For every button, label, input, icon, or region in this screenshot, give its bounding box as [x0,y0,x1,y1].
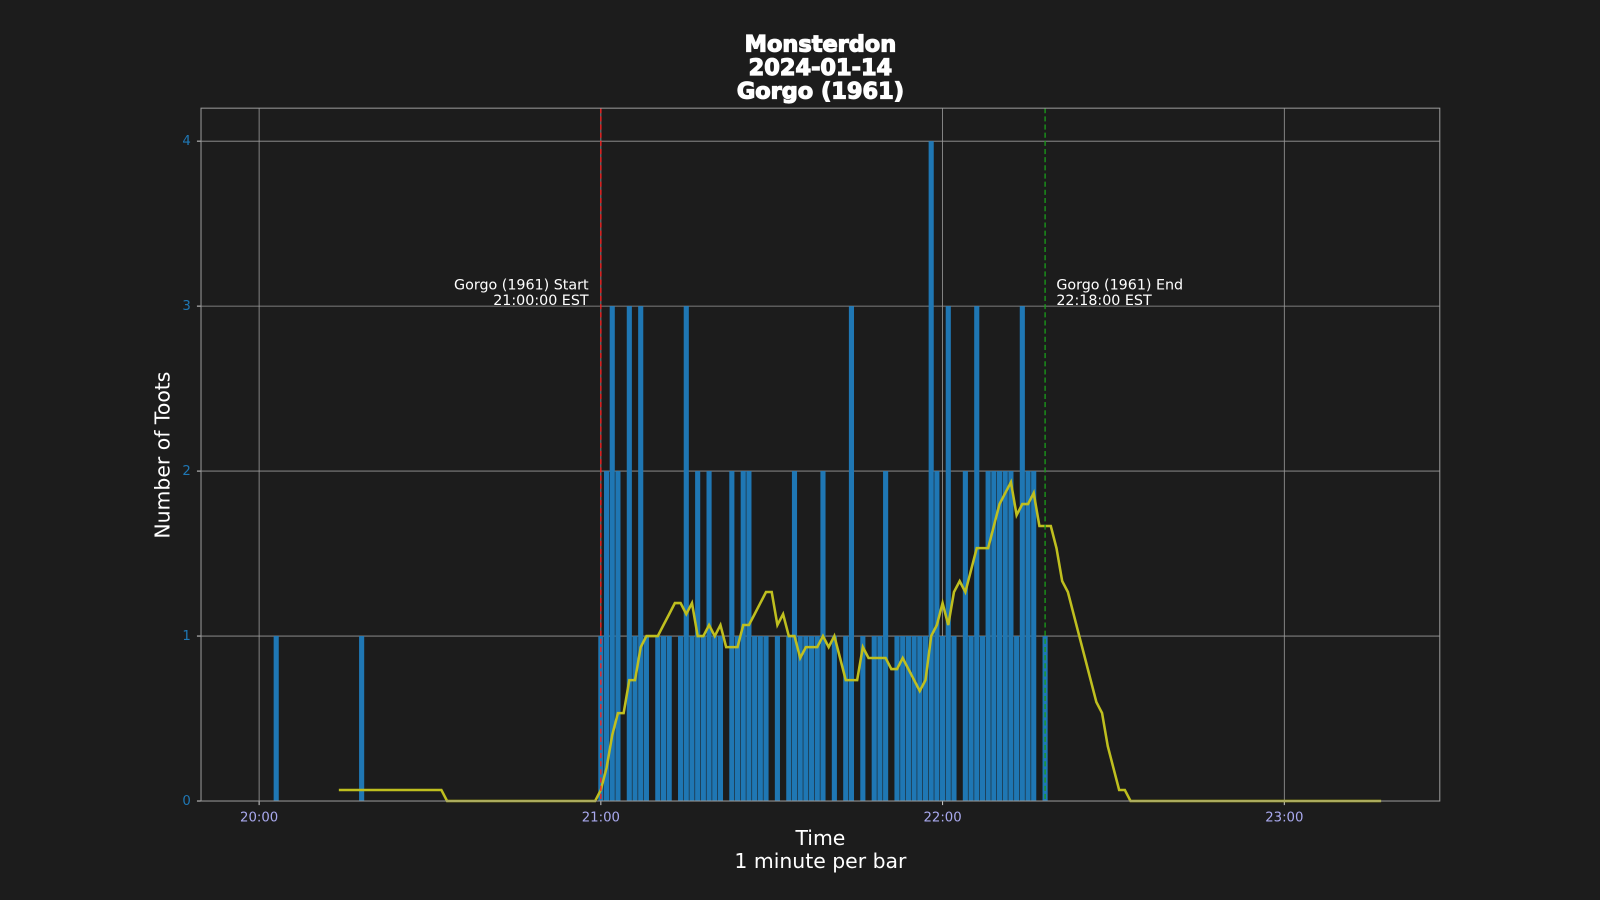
bar [598,636,604,802]
bar [797,636,803,802]
bar [877,636,883,802]
x-axis-label: 1 minute per bar [734,849,907,873]
bar [678,636,684,802]
bar [996,471,1003,802]
x-axis-label: Time [794,826,845,850]
bar [917,636,923,802]
bar [1002,471,1008,802]
bar [763,636,769,802]
bar [712,636,718,802]
bar [273,636,279,802]
bar [683,306,689,802]
bar [717,636,724,802]
bar [814,636,820,802]
bar [934,471,940,802]
bar [752,636,758,802]
bar [729,471,735,802]
bar [979,636,986,802]
bar [638,306,644,802]
bar [609,306,615,802]
bar [803,636,809,802]
bar [626,306,632,802]
bar [734,636,741,802]
bar [666,636,672,802]
bar [831,636,837,802]
bar [1019,306,1025,802]
bar [1031,471,1037,802]
line [338,478,1382,803]
bar [894,636,900,802]
x-tick-label: 23:00 [1265,810,1303,825]
annotation: Gorgo (1961) Start [454,278,589,294]
bar [951,636,957,802]
bar [655,636,661,802]
bar [809,636,815,802]
bar [928,141,934,802]
y-tick-label: 1 [182,629,190,644]
bar [706,471,712,802]
bar [615,471,621,802]
y-tick-label: 2 [182,464,190,479]
bar [1014,636,1020,802]
bar [860,636,866,802]
bar [871,636,877,802]
chart-title: Gorgo (1961) [737,78,904,104]
title-block: Monsterdon 2024-01-14 Gorgo (1961) [736,31,904,105]
bar [883,471,889,802]
bar [603,471,610,802]
bar [974,306,980,802]
y-tick-label: 3 [182,299,190,314]
bar [911,636,917,802]
bar [660,636,667,802]
x-tick-label: 22:00 [923,810,961,825]
bar [700,636,706,802]
bar [359,636,365,802]
x-tick-label: 21:00 [582,810,620,825]
plot-frame [200,107,1441,802]
bar [740,471,746,802]
y-tick-label: 0 [182,794,190,809]
bar [632,636,638,802]
bar [985,471,991,802]
bar [1025,471,1031,802]
bar [922,636,929,802]
bar [848,306,855,802]
bar [945,306,951,802]
bar [746,471,752,802]
bar [1008,471,1014,802]
bar [774,636,780,802]
bar [968,636,974,802]
annotation: Gorgo (1961) End [1056,278,1183,294]
bar [689,636,695,802]
bar [1042,636,1048,802]
chart-title: 2024-01-14 [749,55,893,81]
bar [757,636,763,802]
annotation: 21:00:00 EST [493,293,589,309]
bar [900,636,906,802]
bar [843,636,849,802]
bar [905,636,911,802]
annotation: 22:18:00 EST [1056,293,1152,309]
x-tick-label: 20:00 [240,810,278,825]
bar [991,471,997,802]
bar [643,636,649,802]
chart-title: Monsterdon [745,31,897,57]
bar [786,636,792,802]
y-tick-label: 4 [182,134,190,149]
y-axis-label: Number of Toots [150,372,174,539]
bar [940,636,946,802]
bar [962,471,968,802]
